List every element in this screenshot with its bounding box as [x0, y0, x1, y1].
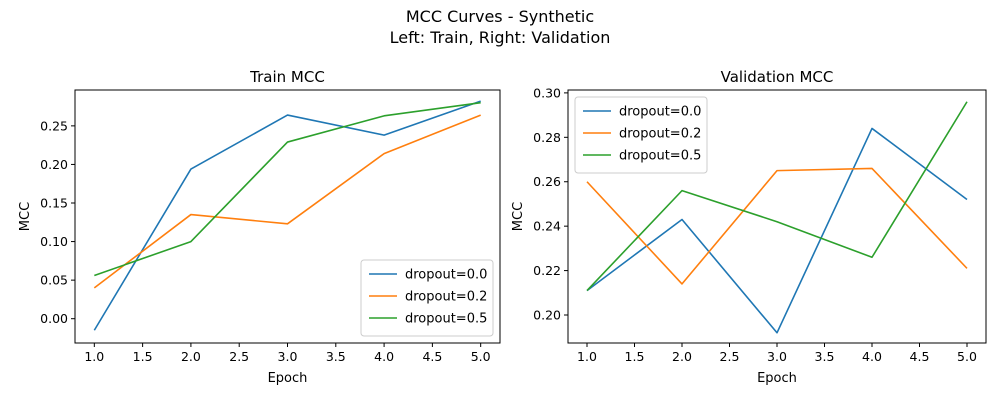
- legend-entry-label: dropout=0.2: [619, 127, 701, 142]
- y-tick-label: 0.30: [533, 85, 561, 100]
- x-tick-label: 1.5: [133, 349, 153, 364]
- x-tick-label: 2.0: [672, 349, 692, 364]
- x-tick-label: 3.0: [278, 349, 298, 364]
- y-tick-label: 0.26: [533, 174, 561, 189]
- x-tick-label: 5.0: [471, 349, 491, 364]
- x-tick-label: 2.0: [181, 349, 201, 364]
- series-line-dropout-0-5: [94, 101, 481, 277]
- series-line-dropout-0-0: [93, 100, 481, 331]
- x-axis-label: Epoch: [268, 371, 308, 386]
- x-tick-label: 4.0: [862, 349, 882, 364]
- y-tick-label: 0.28: [533, 130, 561, 145]
- series-line-dropout-0-2: [93, 114, 481, 289]
- x-tick-label: 5.0: [957, 349, 977, 364]
- y-tick-label: 0.24: [533, 219, 561, 234]
- legend-box: [360, 259, 494, 337]
- x-axis-label: Epoch: [757, 371, 797, 386]
- y-axis-label: MCC: [18, 202, 33, 231]
- x-tick-label: 1.0: [84, 349, 104, 364]
- y-tick-label: 0.05: [40, 273, 68, 288]
- y-tick-label: 0.20: [533, 308, 561, 323]
- x-tick-label: 1.0: [577, 349, 597, 364]
- x-tick-label: 1.5: [625, 349, 645, 364]
- legend-box: [574, 96, 708, 174]
- legend-entry-label: dropout=0.2: [405, 290, 487, 305]
- y-tick-label: 0.10: [40, 234, 68, 249]
- y-tick-label: 0.20: [40, 157, 68, 172]
- y-tick-label: 0.22: [533, 263, 561, 278]
- legend: dropout=0.0 dropout=0.2 dropout=0.5: [360, 259, 494, 337]
- x-tick-label: 4.5: [910, 349, 930, 364]
- y-axis-label: MCC: [511, 202, 526, 231]
- y-tick-label: 0.00: [40, 311, 68, 326]
- figure-title-line2: Left: Train, Right: Validation: [390, 28, 611, 47]
- x-tick-label: 4.5: [422, 349, 442, 364]
- train-mcc-panel: Train MCC 1.0 1.5 2.0 2.5 3.0 3.5 4.0 4.5 5.0 0.00…: [18, 68, 501, 386]
- x-tick-label: 3.5: [815, 349, 835, 364]
- figure-title-line1: MCC Curves - Synthetic: [406, 7, 594, 26]
- series-line-dropout-0-2: [586, 167, 968, 285]
- series-line-dropout-0-5: [586, 101, 968, 292]
- legend-entry-label: dropout=0.5: [619, 149, 701, 164]
- x-tick-label: 3.0: [767, 349, 787, 364]
- axes-title: Train MCC: [249, 68, 325, 86]
- validation-mcc-panel: Validation MCC 1.0 1.5 2.0 2.5 3.0 3.5 4.0 4.5 5.…: [511, 68, 987, 386]
- x-tick-label: 4.0: [374, 349, 394, 364]
- y-tick-label: 0.15: [40, 196, 68, 211]
- x-tick-label: 2.5: [720, 349, 740, 364]
- y-tick-label: 0.25: [40, 118, 68, 133]
- legend: dropout=0.0 dropout=0.2 dropout=0.5: [574, 96, 708, 174]
- x-tick-label: 3.5: [326, 349, 346, 364]
- axes-title: Validation MCC: [721, 68, 834, 86]
- legend-entry-label: dropout=0.0: [405, 268, 487, 283]
- legend-entry-label: dropout=0.5: [405, 312, 487, 327]
- legend-entry-label: dropout=0.0: [619, 105, 701, 120]
- x-tick-label: 2.5: [229, 349, 249, 364]
- series-line-dropout-0-0: [586, 127, 968, 334]
